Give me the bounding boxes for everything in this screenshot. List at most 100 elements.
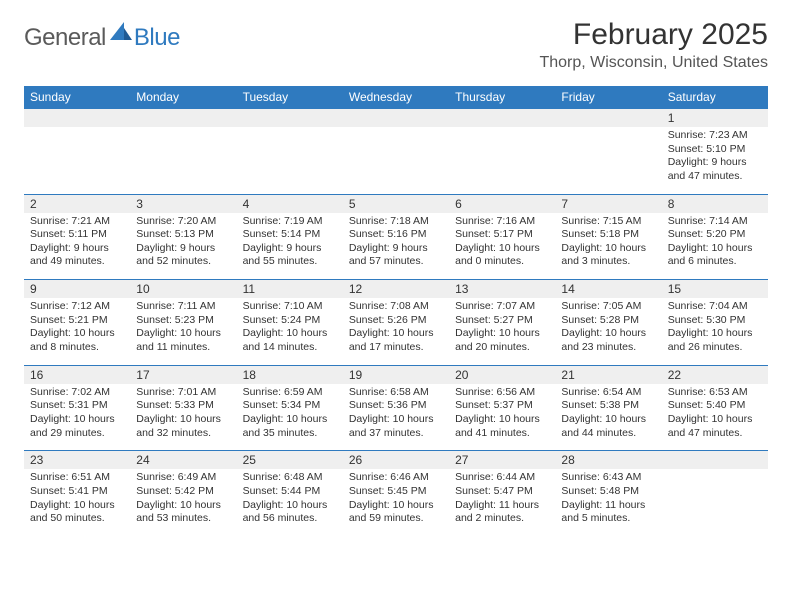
sunrise-text: Sunrise: 7:23 AM [668,129,762,143]
daylight-text: Daylight: 11 hours and 5 minutes. [561,499,655,526]
sunrise-text: Sunrise: 7:01 AM [136,386,230,400]
day-detail: Sunrise: 7:19 AMSunset: 5:14 PMDaylight:… [237,213,343,280]
day-header: Sunday [24,86,130,109]
day-detail: Sunrise: 7:10 AMSunset: 5:24 PMDaylight:… [237,298,343,365]
title-block: February 2025 Thorp, Wisconsin, United S… [539,18,768,72]
daylight-text: Daylight: 9 hours and 55 minutes. [243,242,337,269]
day-number: 14 [555,280,661,299]
sunrise-text: Sunrise: 6:53 AM [668,386,762,400]
sunrise-text: Sunrise: 7:04 AM [668,300,762,314]
day-detail: Sunrise: 6:48 AMSunset: 5:44 PMDaylight:… [237,469,343,536]
calendar-number-row: 232425262728 [24,451,768,470]
sunset-text: Sunset: 5:48 PM [561,485,655,499]
day-number: 1 [662,109,768,128]
daylight-text: Daylight: 9 hours and 57 minutes. [349,242,443,269]
sunrise-text: Sunrise: 7:16 AM [455,215,549,229]
calendar-detail-row: Sunrise: 7:02 AMSunset: 5:31 PMDaylight:… [24,384,768,451]
daylight-text: Daylight: 10 hours and 23 minutes. [561,327,655,354]
day-number: 11 [237,280,343,299]
day-number: 15 [662,280,768,299]
daylight-text: Daylight: 10 hours and 20 minutes. [455,327,549,354]
sunrise-text: Sunrise: 7:05 AM [561,300,655,314]
day-header: Friday [555,86,661,109]
daylight-text: Daylight: 10 hours and 37 minutes. [349,413,443,440]
sunrise-text: Sunrise: 6:58 AM [349,386,443,400]
day-number [662,451,768,470]
sunset-text: Sunset: 5:26 PM [349,314,443,328]
daylight-text: Daylight: 10 hours and 53 minutes. [136,499,230,526]
logo-text-blue: Blue [134,24,180,52]
calendar-number-row: 16171819202122 [24,365,768,384]
day-detail: Sunrise: 6:44 AMSunset: 5:47 PMDaylight:… [449,469,555,536]
sunrise-text: Sunrise: 6:56 AM [455,386,549,400]
sunset-text: Sunset: 5:36 PM [349,399,443,413]
calendar-detail-row: Sunrise: 7:23 AMSunset: 5:10 PMDaylight:… [24,127,768,194]
day-number: 13 [449,280,555,299]
sunset-text: Sunset: 5:28 PM [561,314,655,328]
day-detail: Sunrise: 6:59 AMSunset: 5:34 PMDaylight:… [237,384,343,451]
day-number: 18 [237,365,343,384]
sunrise-text: Sunrise: 6:59 AM [243,386,337,400]
day-number: 5 [343,194,449,213]
sunrise-text: Sunrise: 7:10 AM [243,300,337,314]
day-number: 24 [130,451,236,470]
calendar-detail-row: Sunrise: 7:12 AMSunset: 5:21 PMDaylight:… [24,298,768,365]
logo-text-general: General [24,24,106,52]
day-number: 17 [130,365,236,384]
sunset-text: Sunset: 5:37 PM [455,399,549,413]
daylight-text: Daylight: 9 hours and 49 minutes. [30,242,124,269]
day-number: 8 [662,194,768,213]
day-number [237,109,343,128]
sunrise-text: Sunrise: 7:21 AM [30,215,124,229]
sunrise-text: Sunrise: 7:02 AM [30,386,124,400]
daylight-text: Daylight: 10 hours and 3 minutes. [561,242,655,269]
sunset-text: Sunset: 5:44 PM [243,485,337,499]
sunset-text: Sunset: 5:38 PM [561,399,655,413]
day-number [555,109,661,128]
day-detail [449,127,555,194]
sunset-text: Sunset: 5:21 PM [30,314,124,328]
day-detail: Sunrise: 7:14 AMSunset: 5:20 PMDaylight:… [662,213,768,280]
day-number: 10 [130,280,236,299]
calendar-number-row: 2345678 [24,194,768,213]
day-detail: Sunrise: 7:11 AMSunset: 5:23 PMDaylight:… [130,298,236,365]
sunset-text: Sunset: 5:45 PM [349,485,443,499]
day-number [449,109,555,128]
sunrise-text: Sunrise: 7:15 AM [561,215,655,229]
day-detail [343,127,449,194]
day-number [24,109,130,128]
sunset-text: Sunset: 5:24 PM [243,314,337,328]
calendar-header-row: SundayMondayTuesdayWednesdayThursdayFrid… [24,86,768,109]
sunrise-text: Sunrise: 7:19 AM [243,215,337,229]
daylight-text: Daylight: 10 hours and 41 minutes. [455,413,549,440]
day-header: Saturday [662,86,768,109]
day-detail: Sunrise: 6:58 AMSunset: 5:36 PMDaylight:… [343,384,449,451]
day-detail: Sunrise: 7:02 AMSunset: 5:31 PMDaylight:… [24,384,130,451]
daylight-text: Daylight: 10 hours and 29 minutes. [30,413,124,440]
day-detail: Sunrise: 6:54 AMSunset: 5:38 PMDaylight:… [555,384,661,451]
daylight-text: Daylight: 10 hours and 17 minutes. [349,327,443,354]
day-detail: Sunrise: 7:21 AMSunset: 5:11 PMDaylight:… [24,213,130,280]
day-number: 28 [555,451,661,470]
daylight-text: Daylight: 10 hours and 0 minutes. [455,242,549,269]
header: General Blue February 2025 Thorp, Wiscon… [24,18,768,72]
sunset-text: Sunset: 5:17 PM [455,228,549,242]
day-number: 7 [555,194,661,213]
day-header: Thursday [449,86,555,109]
day-header: Tuesday [237,86,343,109]
sunset-text: Sunset: 5:23 PM [136,314,230,328]
logo: General Blue [24,18,180,52]
day-number: 9 [24,280,130,299]
sunrise-text: Sunrise: 6:43 AM [561,471,655,485]
sunset-text: Sunset: 5:16 PM [349,228,443,242]
daylight-text: Daylight: 9 hours and 47 minutes. [668,156,762,183]
day-detail: Sunrise: 6:46 AMSunset: 5:45 PMDaylight:… [343,469,449,536]
day-detail [24,127,130,194]
day-number: 16 [24,365,130,384]
daylight-text: Daylight: 10 hours and 47 minutes. [668,413,762,440]
day-number: 27 [449,451,555,470]
daylight-text: Daylight: 10 hours and 14 minutes. [243,327,337,354]
day-detail: Sunrise: 7:05 AMSunset: 5:28 PMDaylight:… [555,298,661,365]
sunset-text: Sunset: 5:11 PM [30,228,124,242]
daylight-text: Daylight: 10 hours and 50 minutes. [30,499,124,526]
